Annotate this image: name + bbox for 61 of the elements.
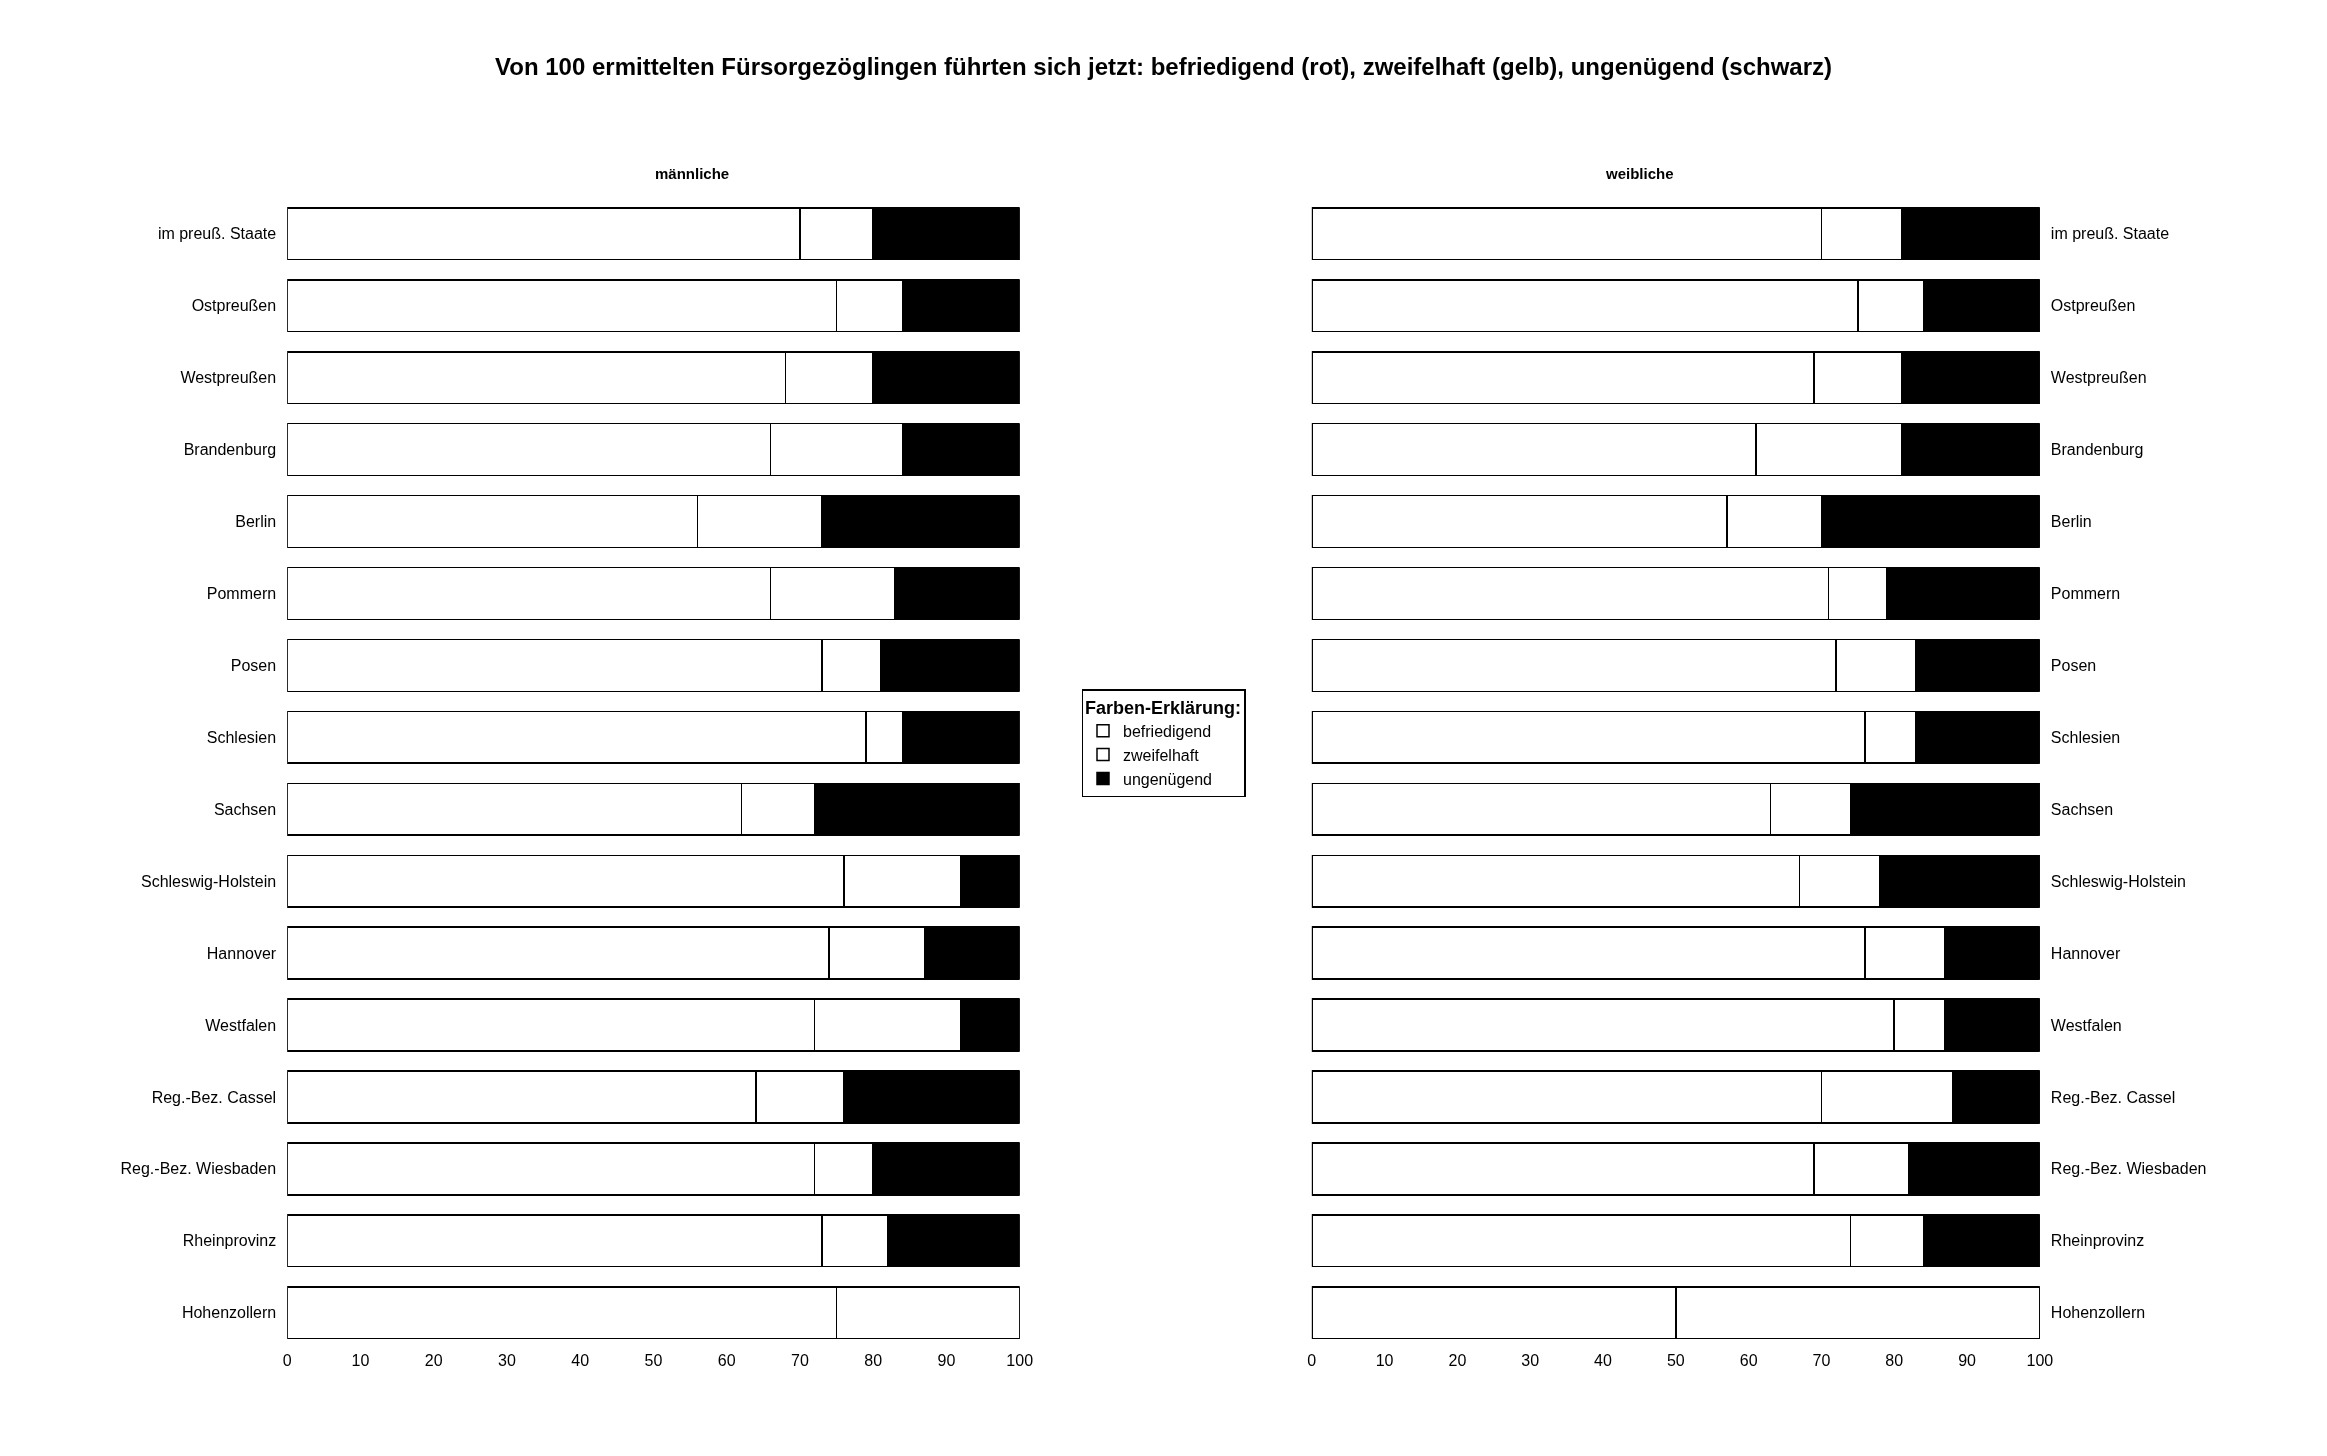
legend-label: befriedigend: [1123, 723, 1212, 741]
y-tick-label: Rheinprovinz: [182, 1232, 277, 1250]
y-tick-label: Hohenzollern: [181, 1304, 277, 1322]
y-tick-label: Brandenburg: [183, 441, 277, 459]
y-tick-label: Berlin: [235, 513, 277, 531]
y-tick-label: im preuß. Staate: [2050, 225, 2170, 243]
x-tick-label: 90: [937, 1351, 956, 1369]
y-tick-label: Hannover: [206, 944, 277, 962]
y-tick-label: Westfalen: [205, 1016, 277, 1034]
x-tick-label: 60: [717, 1351, 736, 1369]
x-tick-label: 30: [498, 1351, 516, 1369]
x-tick-label: 40: [1594, 1351, 1613, 1369]
x-tick-label: 50: [644, 1351, 663, 1369]
y-tick-label: Schleswig-Holstein: [2050, 872, 2186, 890]
x-tick-label: 30: [1521, 1351, 1540, 1369]
y-tick-label: Hannover: [2050, 944, 2121, 962]
x-tick-label: 0: [1307, 1351, 1317, 1369]
y-tick-label: Schlesien: [206, 728, 277, 746]
y-tick-label: Westpreußen: [2050, 369, 2147, 387]
x-tick-label: 20: [1448, 1351, 1467, 1369]
x-tick-label: 60: [1739, 1351, 1758, 1369]
x-tick-label: 10: [1375, 1351, 1394, 1369]
x-tick-label: 0: [282, 1351, 292, 1369]
y-tick-label: Ostpreußen: [191, 297, 277, 315]
x-tick-label: 50: [1666, 1351, 1685, 1369]
chart-subtitle: weibliche: [1605, 165, 1674, 182]
y-tick-label: Ostpreußen: [2050, 297, 2136, 315]
x-tick-label: 70: [791, 1351, 809, 1369]
legend-label: zweifelhaft: [1123, 746, 1200, 764]
y-tick-label: Sachsen: [2050, 800, 2114, 818]
y-tick-label: Reg.-Bez. Wiesbaden: [120, 1160, 277, 1178]
x-tick-label: 20: [424, 1351, 443, 1369]
x-tick-label: 100: [1006, 1351, 1034, 1369]
y-tick-label: Reg.-Bez. Wiesbaden: [2050, 1160, 2207, 1178]
y-tick-label: Schlesien: [2050, 728, 2121, 746]
text: Von 100 ermittelten Fürsorgezöglingen führten sich jetzt: befriedigend (rot), zweifelhaft (gelb), ungenügend (schwarz): [495, 53, 1832, 81]
x-tick-label: 10: [351, 1351, 370, 1369]
y-tick-label: Reg.-Bez. Cassel: [151, 1088, 277, 1106]
y-tick-label: Berlin: [2050, 513, 2092, 531]
legend-label: ungenügend: [1123, 770, 1212, 788]
chart-subtitle: männliche: [655, 165, 730, 182]
y-tick-label: Rheinprovinz: [2050, 1232, 2145, 1250]
x-tick-label: 70: [1812, 1351, 1831, 1369]
x-tick-label: 80: [864, 1351, 883, 1369]
y-tick-label: Schleswig-Holstein: [141, 872, 277, 890]
y-tick-label: Pommern: [2050, 585, 2121, 603]
y-tick-label: Sachsen: [213, 800, 277, 818]
x-tick-label: 90: [1958, 1351, 1977, 1369]
y-tick-label: Posen: [2050, 656, 2097, 674]
y-tick-label: Westfalen: [2050, 1016, 2122, 1034]
y-tick-label: Westpreußen: [180, 369, 277, 387]
x-tick-label: 80: [1885, 1351, 1904, 1369]
y-tick-label: Reg.-Bez. Cassel: [2050, 1088, 2176, 1106]
y-tick-label: im preuß. Staate: [157, 225, 277, 243]
y-tick-label: Posen: [230, 656, 277, 674]
y-tick-label: Pommern: [206, 585, 277, 603]
y-tick-label: Brandenburg: [2050, 441, 2144, 459]
x-tick-label: 100: [2026, 1351, 2054, 1369]
x-tick-label: 40: [571, 1351, 590, 1369]
y-tick-label: Hohenzollern: [2050, 1304, 2146, 1322]
legend-title: Farben-Erklärung:: [1085, 697, 1242, 718]
